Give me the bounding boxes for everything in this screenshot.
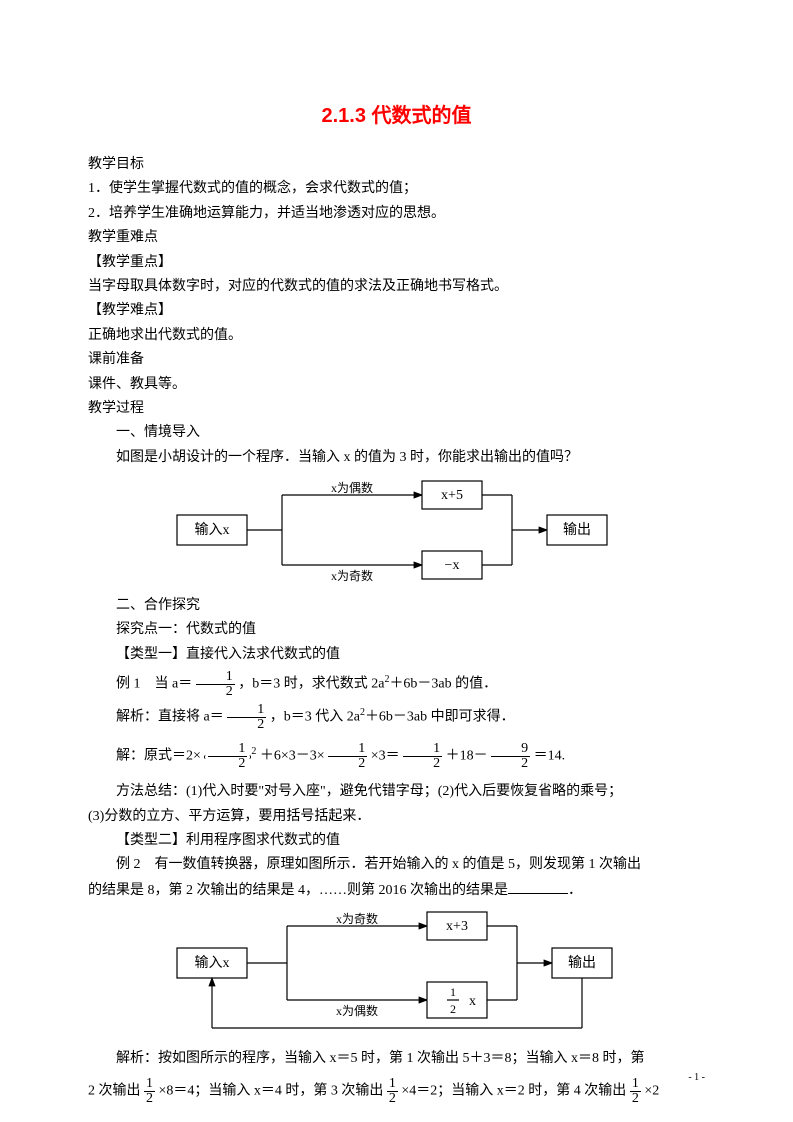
flow1-top-branch: x为偶数 xyxy=(330,480,372,495)
flow1-output-text: 输出 xyxy=(563,522,591,538)
frac-half-5: 1 2 xyxy=(144,1077,155,1106)
scene-label: 一、情境导入 xyxy=(88,422,705,444)
flow1-bot-box: −x xyxy=(444,558,459,573)
frac-half-3: 1 2 xyxy=(328,742,367,771)
frac-9-2: 9 2 xyxy=(491,742,530,771)
ex1-sol-mid2: ×3＝ xyxy=(371,749,400,764)
ex2-label: 例 2 xyxy=(116,857,141,872)
type1-label: 【类型一】直接代入法求代数式的值 xyxy=(88,644,705,666)
ex1-expr-tail: ＋6b－3ab 的值． xyxy=(389,677,497,692)
ex2-text2: 的结果是 8，第 2 次输出的结果是 4，……则第 2016 次输出的结果是 xyxy=(88,883,508,898)
ex1-solution: 解：原式＝2× 1 2 2 ＋6×3－3× 1 2 ×3＝ 1 2 ＋18－ 9… xyxy=(88,742,705,771)
page-root: 2.1.3 代数式的值 教学目标 1．使学生掌握代数式的值的概念，会求代数式的值… xyxy=(0,0,793,1122)
proc-label: 教学过程 xyxy=(88,398,705,420)
page-title: 2.1.3 代数式的值 xyxy=(88,100,705,132)
flow2-bot-branch: x为偶数 xyxy=(335,1003,377,1018)
keypoint-label: 教学重难点 xyxy=(88,227,705,249)
type2-label: 【类型二】利用程序图求代数式的值 xyxy=(88,830,705,852)
ex1-label: 例 1 xyxy=(116,677,141,692)
ex2-text2-tail: ． xyxy=(568,883,582,898)
flowchart-2-svg: 输入x x为奇数 x为偶数 x+3 1 2 x xyxy=(157,908,637,1038)
frac-half-1: 1 2 xyxy=(196,670,235,699)
prep-text: 课件、教具等。 xyxy=(88,374,705,396)
flow2-bot-frac-d: 2 xyxy=(450,1002,456,1016)
ex1-sol-mid1: ＋6×3－3× xyxy=(260,749,325,764)
frac-half-7: 1 2 xyxy=(630,1077,641,1106)
objective-1: 1．使学生掌握代数式的值的概念，会求代数式的值； xyxy=(88,178,705,200)
keypoint-text2: 正确地求出代数式的值。 xyxy=(88,325,705,347)
ex2-text1: 有一数值转换器，原理如图所示．若开始输入的 x 的值是 5，则发现第 1 次输出 xyxy=(155,857,642,872)
flow2-top-box: x+3 xyxy=(446,919,468,934)
ex1-statement: 例 1 当 a＝ 1 2 ，b＝3 时，求代数式 2a2＋6b－3ab 的值． xyxy=(88,670,705,699)
ex2-a2-a: 2 次输出 xyxy=(88,1083,141,1098)
objectives-label: 教学目标 xyxy=(88,154,705,176)
ex2-line1: 例 2 有一数值转换器，原理如图所示．若开始输入的 x 的值是 5，则发现第 1… xyxy=(88,854,705,876)
explore-label: 二、合作探究 xyxy=(88,595,705,617)
flow2-output-text: 输出 xyxy=(568,955,596,971)
explore-p1: 探究点一：代数式的值 xyxy=(88,619,705,641)
flow2-input-text: 输入x xyxy=(194,955,229,971)
keypoint-sub2: 【教学难点】 xyxy=(88,300,705,322)
flow2-bot-tail: x xyxy=(469,994,476,1009)
frac-half-4: 1 2 xyxy=(403,742,442,771)
flow1-bot-branch: x为奇数 xyxy=(330,568,372,583)
frac-half-2: 1 2 xyxy=(227,703,266,732)
ex1-sol-prefix: 解：原式＝2× xyxy=(116,749,201,764)
ex1-sol-tail: ＝14. xyxy=(534,749,566,764)
blank-answer xyxy=(508,879,568,894)
ex1-sol-mid3: ＋18－ xyxy=(446,749,488,764)
flow2-top-branch: x为奇数 xyxy=(335,911,377,926)
flowchart-2: 输入x x为奇数 x为偶数 x+3 1 2 x xyxy=(88,908,705,1038)
flowchart-1-svg: 输入x x为偶数 x为奇数 x+5 −x 输出 xyxy=(167,475,627,585)
ex1-an-prefix: 解析：直接将 a＝ xyxy=(116,710,224,725)
flowchart-1: 输入x x为偶数 x为奇数 x+5 −x 输出 xyxy=(88,475,705,585)
ex1-prefix: 当 a＝ xyxy=(155,677,193,692)
prep-label: 课前准备 xyxy=(88,349,705,371)
frac-half-6: 1 2 xyxy=(387,1077,398,1106)
keypoint-sub1: 【教学重点】 xyxy=(88,252,705,274)
ex1-an-mid: ，b＝3 代入 2a xyxy=(270,710,360,725)
flow1-input-text: 输入x xyxy=(194,522,229,538)
page-footer: - 1 - xyxy=(688,1070,705,1086)
ex2-a2-d: ×2 xyxy=(644,1083,659,1098)
keypoint-text1: 当字母取具体数字时，对应的代数式的值的求法及正确地书写格式。 xyxy=(88,276,705,298)
ex2-analysis-1: 解析：按如图所示的程序，当输入 x＝5 时，第 1 次输出 5＋3＝8；当输入 … xyxy=(88,1048,705,1070)
flow1-top-box: x+5 xyxy=(441,488,463,503)
ex2-analysis-2: 2 次输出 1 2 ×8＝4；当输入 x＝4 时，第 3 次输出 1 2 ×4＝… xyxy=(88,1077,705,1106)
method-summary-2: (3)分数的立方、平方运算，要用括号括起来． xyxy=(88,806,705,828)
objective-2: 2．培养学生准确地运算能力，并适当地渗透对应的思想。 xyxy=(88,203,705,225)
scene-text: 如图是小胡设计的一个程序．当输入 x 的值为 3 时，你能求出输出的值吗？ xyxy=(88,447,705,469)
ex1-analysis: 解析：直接将 a＝ 1 2 ，b＝3 代入 2a2＋6b－3ab 中即可求得． xyxy=(88,703,705,732)
ex2-line2: 的结果是 8，第 2 次输出的结果是 4，……则第 2016 次输出的结果是 ． xyxy=(88,879,705,902)
ex2-a2-c: ×4＝2；当输入 x＝2 时，第 4 次输出 xyxy=(401,1083,626,1098)
flow2-bot-frac-n: 1 xyxy=(450,985,456,999)
method-summary-1: 方法总结：(1)代入时要"对号入座"，避免代错字母；(2)代入后要恢复省略的乘号… xyxy=(88,781,705,803)
ex1-b: ，b＝3 时，求代数式 2a xyxy=(238,677,384,692)
ex2-a2-b: ×8＝4；当输入 x＝4 时，第 3 次输出 xyxy=(159,1083,384,1098)
frac-half-paren: 1 2 xyxy=(208,742,247,771)
sup-2-c: 2 xyxy=(251,746,256,757)
ex1-an-tail: ＋6b－3ab 中即可求得． xyxy=(365,710,515,725)
